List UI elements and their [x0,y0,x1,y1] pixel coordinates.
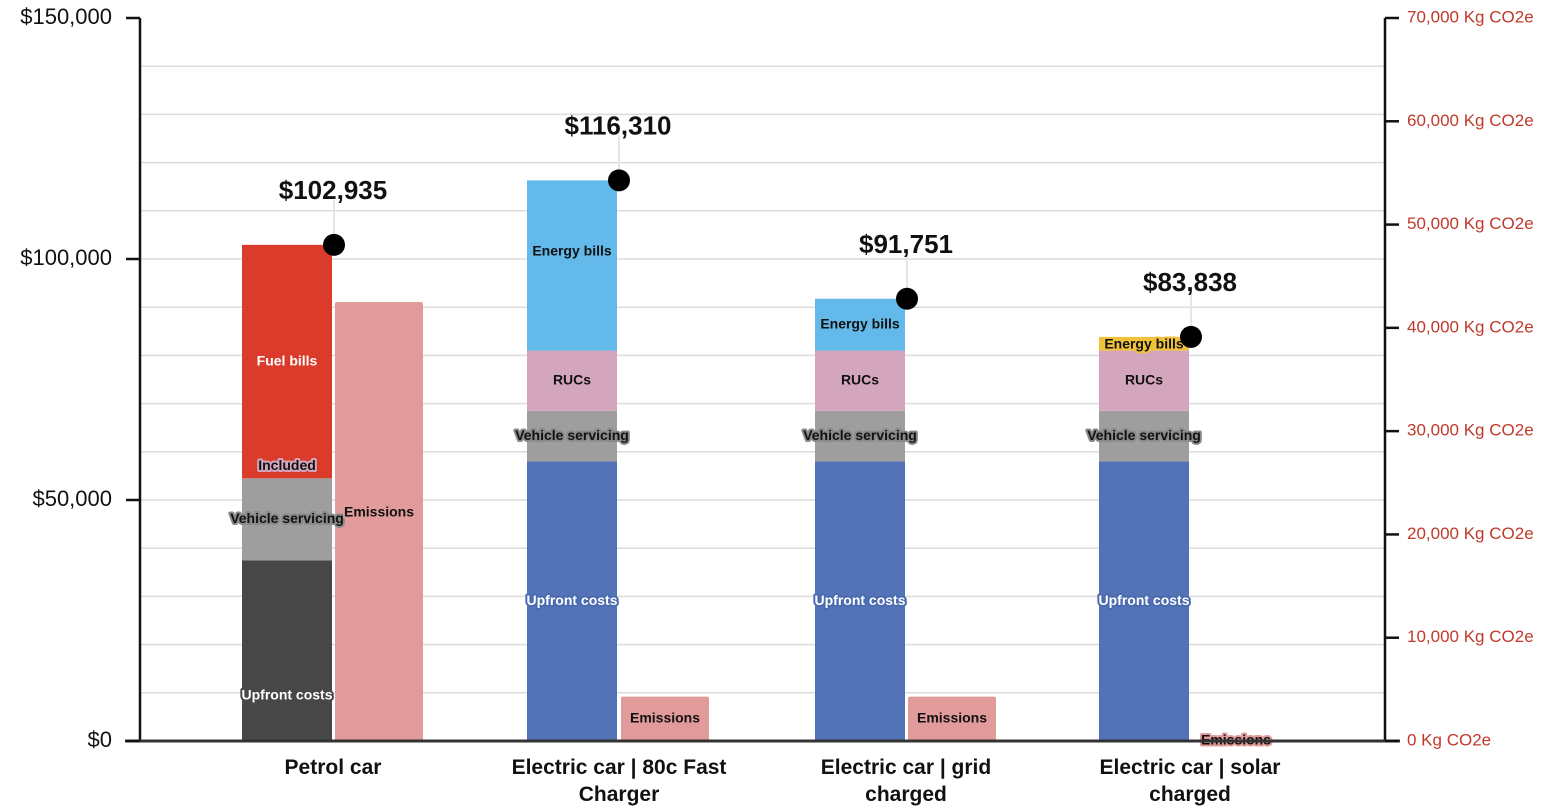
category-label: charged [1149,783,1231,806]
right-tick-label: 0 Kg CO2e [1407,730,1491,749]
category-label: Electric car | grid [821,756,991,779]
bar-segment-rucs [527,350,617,411]
emissions-bars [335,302,996,741]
bar-segment-vehicle-servicing [1099,410,1189,462]
segment-label-vehicle-servicing: Vehicle servicing [1087,427,1201,443]
left-axis-ticks: $0 $50,000 $100,000 $150,000 [20,4,140,752]
segment-label-energy-bills: Energy bills [532,243,612,259]
bar-segment-vehicle-servicing [527,410,617,462]
left-tick-label: $100,000 [20,245,112,270]
right-tick-label: 60,000 Kg CO2e [1407,111,1534,130]
segment-label-vehicle-servicing: Vehicle servicing [803,427,917,443]
left-tick-label: $0 [88,727,112,752]
bar-segment-vehicle-servicing [242,478,332,561]
category-label: Electric car | 80c Fast [512,756,727,779]
right-tick-label: 10,000 Kg CO2e [1407,627,1534,646]
segment-label-upfront-costs: Upfront costs [527,592,618,608]
category-label: charged [865,783,947,806]
bar-segment-energy-bills [527,180,617,351]
left-tick-label: $50,000 [32,486,112,511]
segment-label-rucs: RUCs [841,371,879,387]
total-marker [896,287,918,310]
segment-label-energy-bills: Energy bills [820,315,900,331]
bar-stacks [242,180,1189,741]
segment-labels: Upfront costs Vehicle servicing Included Fu… [228,241,1273,750]
right-tick-label: 70,000 Kg CO2e [1407,7,1534,26]
segment-label-vehicle-servicing: Vehicle servicing [230,510,344,526]
category-label: Electric car | solar [1100,756,1281,779]
emissions-bar [621,696,709,741]
category-labels: Petrol car Electric car | 80c Fast Charger… [285,756,1281,806]
segment-label-included: Included [258,457,316,473]
segment-label-rucs: RUCs [1125,371,1163,387]
total-marker [323,233,345,256]
category-label: Petrol car [285,756,382,779]
total-marker [1180,325,1202,348]
total-label: $91,751 [859,229,953,259]
total-label: $116,310 [564,110,671,140]
axes [125,18,1400,743]
total-label: $102,935 [279,175,387,205]
bar-segment-rucs [815,350,905,411]
segment-label-energy-bills: Energy bills [1104,336,1184,352]
segment-label-upfront-costs: Upfront costs [1099,592,1190,608]
bar-segment-upfront-costs [527,461,617,741]
left-tick-label: $150,000 [20,4,112,29]
emissions-label: Emissions [630,709,700,725]
right-tick-label: 40,000 Kg CO2e [1407,317,1534,336]
emissions-bar [335,302,423,741]
right-tick-label: 50,000 Kg CO2e [1407,214,1534,233]
right-tick-label: 20,000 Kg CO2e [1407,524,1534,543]
emissions-bar [908,696,996,741]
bar-segment-upfront-costs [242,560,332,741]
emissions-label: Emissions [344,503,414,519]
total-markers: $102,935 $116,310 $91,751 $83,838 [279,110,1237,348]
segment-label-upfront-costs: Upfront costs [815,592,906,608]
total-label: $83,838 [1143,267,1237,297]
segment-label-rucs: RUCs [553,371,591,387]
segment-label-fuel-bills: Fuel bills [257,352,318,368]
bar-segment-upfront-costs [1099,461,1189,741]
bar-segment-rucs [1099,350,1189,411]
emissions-label: Emissions [917,709,987,725]
right-tick-label: 30,000 Kg CO2e [1407,421,1534,440]
bar-segment-upfront-costs [815,461,905,741]
total-marker [608,169,630,192]
segment-label-vehicle-servicing: Vehicle servicing [515,427,629,443]
right-axis-ticks: 0 Kg CO2e 10,000 Kg CO2e 20,000 Kg CO2e 30,… [1385,7,1534,749]
bar-segment-energy-bills [815,298,905,351]
bar-segment-energy-bills [1099,336,1189,351]
bar-segment-vehicle-servicing [815,410,905,462]
bar-segment-fuel-bills [242,244,332,479]
category-label: Charger [579,783,660,806]
segment-label-upfront-costs: Upfront costs [242,687,333,703]
